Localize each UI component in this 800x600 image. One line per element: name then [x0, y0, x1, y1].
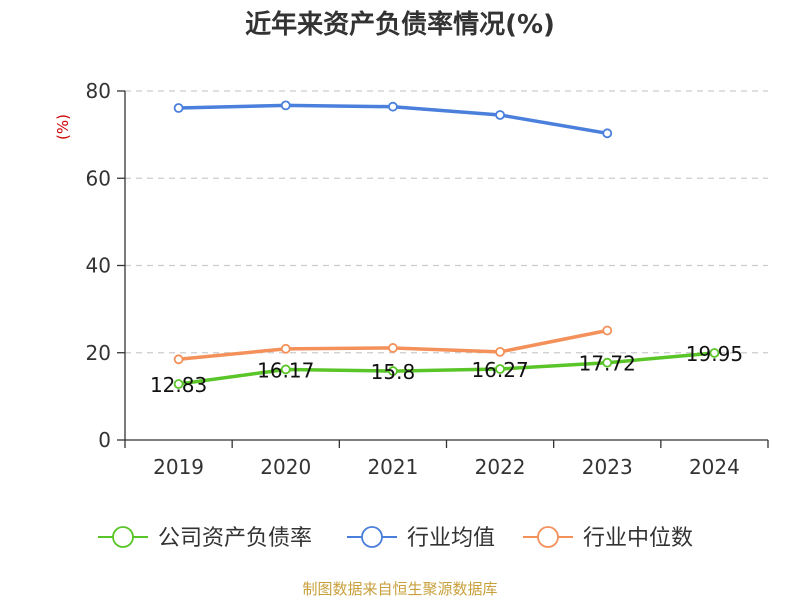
series-line: [176, 351, 717, 386]
data-point: [495, 364, 505, 374]
y-tick-label: 80: [86, 79, 111, 103]
data-label: 19.95: [686, 342, 743, 366]
data-point: [173, 354, 184, 365]
source-note: 制图数据来自恒生聚源数据库: [302, 580, 498, 598]
legend-item[interactable]: 公司资产负债率: [98, 526, 312, 551]
y-tick-label: 40: [86, 254, 111, 278]
data-point: [173, 103, 184, 113]
legend-marker: [112, 526, 134, 548]
grid-lines: [125, 90, 768, 354]
legend-label: 行业均值: [407, 526, 495, 551]
legend-label: 行业中位数: [583, 526, 693, 551]
data-point: [388, 101, 398, 112]
data-point: [280, 100, 291, 111]
data-labels: 12.83 16.17 15.8 16.27 17.72 19.95: [150, 342, 743, 397]
data-label: 17.72: [579, 352, 636, 376]
data-point: [602, 357, 613, 368]
data-point: [280, 343, 291, 354]
data-point: [388, 366, 398, 376]
x-tick-label: 2021: [367, 455, 418, 479]
data-point: [602, 325, 613, 336]
x-tick-label: 2023: [582, 455, 633, 479]
legend[interactable]: 公司资产负债率 行业均值 行业中位数: [98, 526, 693, 551]
legend-marker: [537, 526, 559, 548]
data-label: 12.83: [150, 373, 207, 397]
y-axis-label: (%): [54, 114, 72, 140]
x-tick-label: 2024: [689, 455, 740, 479]
series-lines: [173, 100, 720, 389]
data-point: [388, 343, 398, 353]
axes: 0 20 40 60 80 (%) 2019 2020 2021 2022 2023 2024: [54, 79, 769, 479]
legend-item[interactable]: 行业中位数: [523, 526, 693, 551]
y-tick-label: 60: [86, 166, 111, 190]
chart-title: 近年来资产负债率情况(%): [245, 10, 555, 40]
data-point: [495, 110, 505, 120]
data-label: 16.27: [471, 358, 528, 382]
data-label: 16.17: [257, 358, 314, 382]
data-label: 15.8: [371, 360, 416, 384]
x-tick-label: 2022: [475, 455, 526, 479]
data-point: [602, 128, 613, 139]
y-tick-label: 0: [98, 428, 111, 452]
y-tick-label: 20: [86, 341, 111, 365]
data-point: [280, 364, 291, 375]
legend-marker: [361, 526, 383, 548]
data-point: [173, 379, 184, 389]
legend-item[interactable]: 行业均值: [347, 526, 495, 551]
x-tick-label: 2019: [153, 455, 204, 479]
data-point: [495, 346, 505, 357]
legend-label: 公司资产负债率: [158, 526, 312, 551]
x-tick-label: 2020: [260, 455, 311, 479]
data-point: [709, 348, 720, 358]
